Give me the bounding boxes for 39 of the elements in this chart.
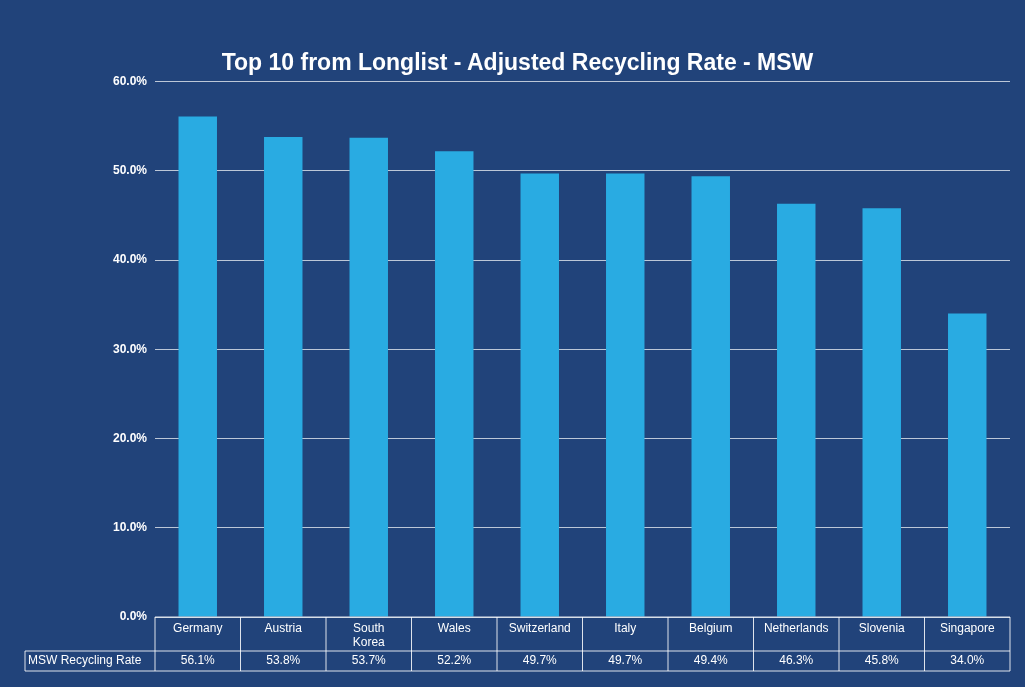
x-tick-label: Singapore bbox=[939, 620, 995, 635]
x-tick-label: Wales bbox=[437, 620, 471, 635]
x-tick-label: South Korea bbox=[352, 620, 386, 649]
x-tick-label: Italy bbox=[614, 620, 637, 635]
y-tick-label: 40.0% bbox=[112, 252, 148, 267]
data-label: 49.7% bbox=[608, 653, 643, 668]
bar bbox=[691, 176, 730, 617]
data-label: 45.8% bbox=[864, 653, 900, 668]
x-tick-label: Slovenia bbox=[858, 620, 906, 635]
data-label: 56.1% bbox=[180, 653, 216, 668]
bar bbox=[264, 136, 303, 617]
data-label: 49.4% bbox=[693, 653, 729, 668]
x-tick-label: Switzerland bbox=[508, 620, 571, 635]
text: MSW Recycling Rate bbox=[28, 653, 142, 668]
data-label: 53.8% bbox=[266, 653, 301, 668]
bar bbox=[862, 208, 901, 617]
data-label: 34.0% bbox=[950, 653, 985, 668]
bar bbox=[777, 203, 816, 617]
bar bbox=[349, 137, 388, 617]
y-tick-label: 10.0% bbox=[112, 520, 148, 535]
x-tick-label: Belgium bbox=[689, 620, 733, 635]
data-label: 46.3% bbox=[779, 653, 814, 668]
y-tick-label: 50.0% bbox=[112, 163, 148, 178]
x-tick-label: Austria bbox=[264, 620, 303, 635]
bar bbox=[606, 173, 645, 617]
data-label: 49.7% bbox=[522, 653, 558, 668]
x-tick-label: Netherlands bbox=[763, 620, 829, 635]
y-tick-label: 0.0% bbox=[119, 609, 148, 624]
chart-title: Top 10 from Longlist - Adjusted Recycling Rate - MSW bbox=[221, 49, 814, 76]
bar bbox=[520, 173, 559, 617]
x-tick-label: Germany bbox=[173, 620, 223, 635]
y-tick-label: 20.0% bbox=[112, 430, 148, 445]
bar bbox=[948, 313, 987, 617]
bar bbox=[435, 151, 474, 617]
y-tick-label: 60.0% bbox=[112, 73, 148, 88]
data-label: 52.2% bbox=[437, 653, 472, 668]
y-tick-label: 30.0% bbox=[112, 341, 148, 356]
bar bbox=[178, 116, 217, 617]
data-label: 53.7% bbox=[351, 653, 387, 668]
